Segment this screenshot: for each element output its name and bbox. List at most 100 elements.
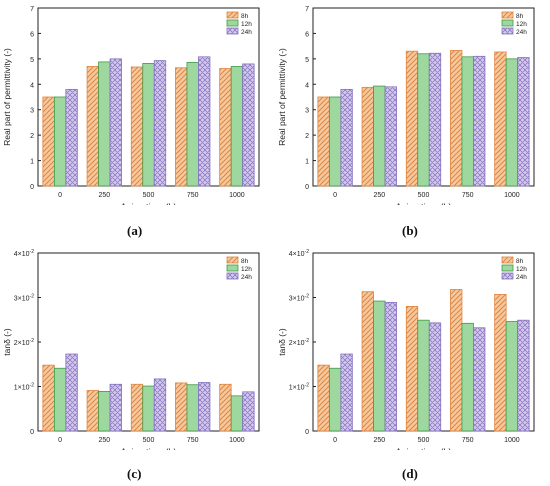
legend-label-8h: 8h [241,13,249,20]
legend-swatch-24h [501,27,514,35]
bar-24h-1000 [517,57,530,187]
bar-24h-500 [428,322,442,432]
bar-12h-1000 [230,395,244,432]
bar-8h-0 [317,364,330,432]
bar-24h-1000 [517,319,530,432]
bar-12h-1000 [505,321,519,432]
y-tick-label: 3 [30,108,34,115]
bar-12h-0 [328,96,342,187]
y-tick-label: 7 [30,6,34,13]
legend-swatch-24h [501,272,514,280]
bar-8h-500 [130,383,144,432]
bar-8h-500 [405,306,419,432]
bar-12h-500 [417,319,430,432]
y-tick-label: 2 [305,133,309,140]
y-axis-label: tanδ (-) [277,328,287,356]
y-axis-label: Real part of permittivity (-) [277,48,287,146]
legend-swatch-24h [226,272,239,280]
y-tick-label: 1×10-2 [14,383,34,392]
legend-label-24h: 24h [516,29,527,36]
y-tick-label: 3 [305,108,309,115]
caption-c: (c) [127,466,142,481]
y-tick-label: 1 [305,159,309,166]
legend-label-8h: 8h [516,258,524,265]
legend-swatch-8h [501,11,514,19]
bar-24h-0 [340,88,353,187]
x-tick-label: 750 [462,437,474,444]
bar-24h-1000 [242,63,255,187]
chart-c: 0 1×10-2 2×10-2 3×10-2 4×10-2 0 250 500 750 1000 A… [2,249,260,450]
x-axis-label: Aging time (h) [395,202,451,205]
chart-a: 0 1 2 3 4 5 6 7 0 250 500 750 1000 Aging time (h) Real… [2,6,260,205]
y-tick-label: 0 [30,429,34,436]
bar-24h-0 [340,353,353,432]
bar-8h-500 [405,50,419,187]
caption-b: (b) [402,223,418,238]
bar-24h-500 [428,52,442,187]
x-tick-label: 1000 [229,437,245,444]
bar-24h-0 [65,353,78,432]
bar-12h-1000 [230,66,244,187]
x-tick-label: 500 [418,437,430,444]
bar-24h-0 [65,88,78,187]
x-tick-label: 1000 [229,192,245,199]
bar-8h-1000 [494,293,507,432]
bar-24h-250 [384,86,397,187]
y-tick-label: 2×10-2 [289,338,309,347]
legend-label-24h: 24h [516,274,527,281]
y-tick-label: 7 [305,6,309,13]
legend-label-8h: 8h [516,13,524,20]
x-tick-label: 250 [373,437,385,444]
legend-swatch-8h [501,256,514,264]
bar-8h-750 [175,382,188,432]
x-tick-label: 500 [143,437,155,444]
legend-label-24h: 24h [241,274,252,281]
bar-12h-750 [186,62,199,187]
y-tick-label: 5 [30,57,34,64]
bar-24h-750 [473,327,486,432]
legend-swatch-8h [226,256,239,264]
legend-label-24h: 24h [241,29,252,36]
bar-12h-250 [373,300,386,432]
legend-label-12h: 12h [516,21,527,28]
y-tick-label: 6 [305,31,309,38]
y-tick-label: 6 [30,31,34,38]
y-tick-label: 0 [305,429,309,436]
bar-8h-750 [450,50,463,187]
bar-24h-250 [109,383,122,432]
y-tick-label: 2 [30,133,34,140]
legend-swatch-8h [226,11,239,19]
bar-8h-1000 [494,51,507,187]
bar-8h-1000 [219,383,232,432]
chart-d: 0 1×10-2 2×10-2 3×10-2 4×10-2 0 250 500 750 1000 A… [277,249,535,450]
bar-8h-250 [361,291,374,432]
y-axis-label: tanδ (-) [2,328,12,356]
bar-12h-0 [53,96,67,187]
legend-swatch-24h [226,27,239,35]
legend-swatch-12h [226,264,239,272]
y-tick-label: 2×10-2 [14,338,34,347]
bar-24h-500 [153,60,167,187]
x-tick-label: 250 [98,437,110,444]
legend-label-12h: 12h [516,266,527,273]
bar-12h-750 [461,322,474,432]
caption-d: (d) [402,466,418,481]
caption-a: (a) [127,223,143,238]
bar-8h-0 [42,364,55,432]
x-tick-label: 250 [98,192,110,199]
bar-8h-0 [42,96,55,187]
y-tick-label: 4×10-2 [289,249,309,258]
x-tick-label: 1000 [504,437,520,444]
x-tick-label: 0 [333,437,337,444]
bar-12h-250 [98,390,111,432]
x-tick-label: 250 [373,192,385,199]
x-tick-label: 500 [143,192,155,199]
bar-12h-500 [417,53,430,187]
bar-24h-250 [384,301,397,432]
x-tick-label: 750 [462,192,474,199]
x-tick-label: 0 [58,437,62,444]
x-tick-label: 0 [58,192,62,199]
y-tick-label: 3×10-2 [289,294,309,303]
bar-8h-250 [86,390,99,432]
bar-8h-500 [130,66,144,187]
